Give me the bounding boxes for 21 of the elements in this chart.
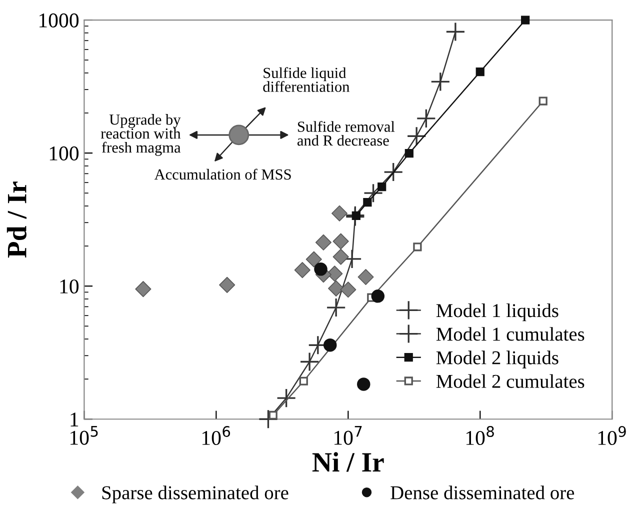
- annotation: Upgrade by reaction with fresh magma: [100, 114, 181, 156]
- x-tick-label: 10$^{8}$: [466, 426, 494, 446]
- x-tick-label: 10$^{9}$: [598, 426, 626, 446]
- x-tick-label: 10$^{5}$: [70, 426, 98, 445]
- y-tick-label: 100: [50, 146, 79, 160]
- legend-label: Dense disseminated ore: [390, 486, 574, 500]
- x-tick-label: 10$^{6}$: [202, 426, 230, 446]
- legend-label: Sparse disseminated ore: [102, 486, 288, 504]
- legend-label: Model 1 cumulates: [436, 327, 584, 341]
- y-tick-label: 10: [60, 279, 79, 294]
- legend-label: Model 2 liquids: [436, 350, 558, 368]
- x-tick-label: 10$^{7}$: [334, 426, 362, 445]
- legend-label: Model 2 cumulates: [436, 374, 584, 388]
- y-tick-label: 1: [70, 412, 78, 426]
- x-axis-title: Ni / Ir: [312, 452, 384, 472]
- annotation: Sulfide removal and R decrease: [297, 120, 395, 146]
- y-tick-label: 1000: [39, 13, 79, 28]
- annotation: Accumulation of MSS: [154, 168, 291, 180]
- y-axis-title: Pd / Ir: [6, 182, 26, 258]
- legend-label: Model 1 liquids: [436, 304, 558, 322]
- annotation: Sulfide liquid differentiation: [263, 67, 350, 92]
